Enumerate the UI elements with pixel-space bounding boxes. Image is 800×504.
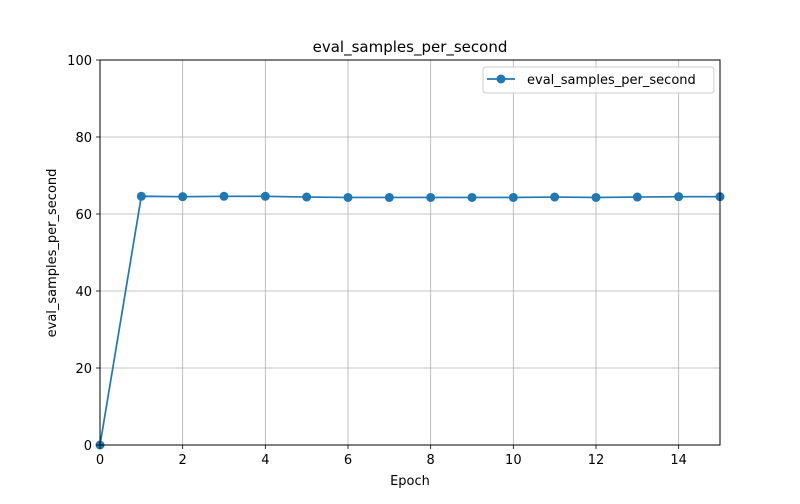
tick-layer: 0 2 4 6 8 10 12 14 0 20 40 60 80 100 (67, 54, 687, 468)
data-point (508, 192, 518, 202)
legend: eval_samples_per_second (482, 66, 715, 94)
data-point (632, 192, 642, 202)
data-point (674, 192, 684, 202)
x-tick-label: 6 (344, 453, 352, 468)
data-point (178, 192, 188, 202)
y-tick-label: 80 (75, 131, 92, 146)
data-point (302, 192, 312, 202)
y-tick-label: 60 (75, 208, 92, 223)
plot-frame (99, 59, 721, 446)
data-point (384, 192, 394, 202)
y-tick-label: 20 (75, 362, 92, 377)
x-axis-label: Epoch (390, 474, 430, 489)
x-tick-label: 14 (670, 453, 687, 468)
legend-label: eval_samples_per_second (527, 73, 696, 88)
grid-lines (99, 59, 720, 446)
data-point (136, 191, 146, 201)
y-tick-label: 0 (84, 439, 92, 454)
series-layer (95, 191, 725, 450)
y-axis-label: eval_samples_per_second (45, 169, 60, 338)
x-tick-label: 2 (179, 453, 187, 468)
x-tick-label: 0 (96, 453, 104, 468)
legend-marker-swatch (496, 74, 506, 84)
data-point (550, 192, 560, 202)
data-point (591, 192, 601, 202)
data-point (260, 191, 270, 201)
data-point (467, 192, 477, 202)
series-line (99, 195, 720, 446)
legend-box (482, 66, 715, 94)
chart-title: eval_samples_per_second (313, 38, 508, 57)
data-point (219, 191, 229, 201)
x-tick-label: 8 (427, 453, 435, 468)
y-tick-label: 100 (67, 54, 92, 69)
x-tick-label: 12 (588, 453, 605, 468)
y-tick-label: 40 (75, 285, 92, 300)
x-tick-label: 10 (505, 453, 522, 468)
data-point (426, 192, 436, 202)
x-tick-label: 4 (261, 453, 269, 468)
data-point (343, 192, 353, 202)
